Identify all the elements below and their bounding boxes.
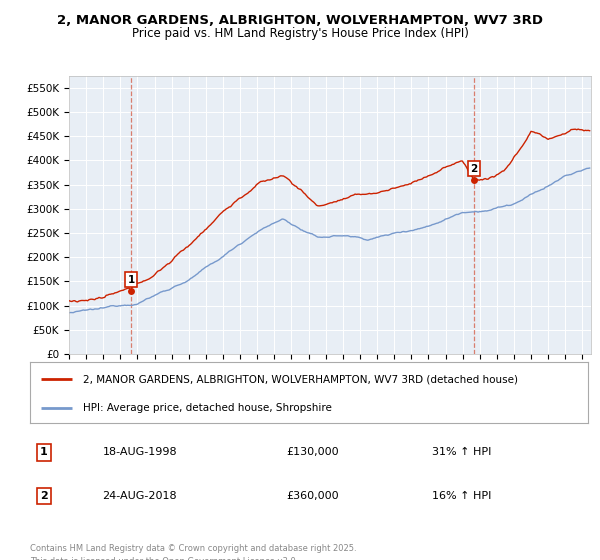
Text: 24-AUG-2018: 24-AUG-2018 — [103, 491, 177, 501]
Text: 18-AUG-1998: 18-AUG-1998 — [103, 447, 177, 458]
Text: 2: 2 — [40, 491, 48, 501]
Text: 31% ↑ HPI: 31% ↑ HPI — [432, 447, 491, 458]
Text: Contains HM Land Registry data © Crown copyright and database right 2025.
This d: Contains HM Land Registry data © Crown c… — [30, 544, 356, 560]
Text: HPI: Average price, detached house, Shropshire: HPI: Average price, detached house, Shro… — [83, 403, 332, 413]
Text: £360,000: £360,000 — [287, 491, 340, 501]
Text: 2, MANOR GARDENS, ALBRIGHTON, WOLVERHAMPTON, WV7 3RD (detached house): 2, MANOR GARDENS, ALBRIGHTON, WOLVERHAMP… — [83, 374, 518, 384]
Text: 16% ↑ HPI: 16% ↑ HPI — [432, 491, 491, 501]
Text: 2: 2 — [470, 164, 478, 174]
Text: 2, MANOR GARDENS, ALBRIGHTON, WOLVERHAMPTON, WV7 3RD: 2, MANOR GARDENS, ALBRIGHTON, WOLVERHAMP… — [57, 14, 543, 27]
Text: 1: 1 — [128, 275, 135, 285]
Text: £130,000: £130,000 — [287, 447, 340, 458]
Text: 1: 1 — [40, 447, 48, 458]
Text: Price paid vs. HM Land Registry's House Price Index (HPI): Price paid vs. HM Land Registry's House … — [131, 27, 469, 40]
